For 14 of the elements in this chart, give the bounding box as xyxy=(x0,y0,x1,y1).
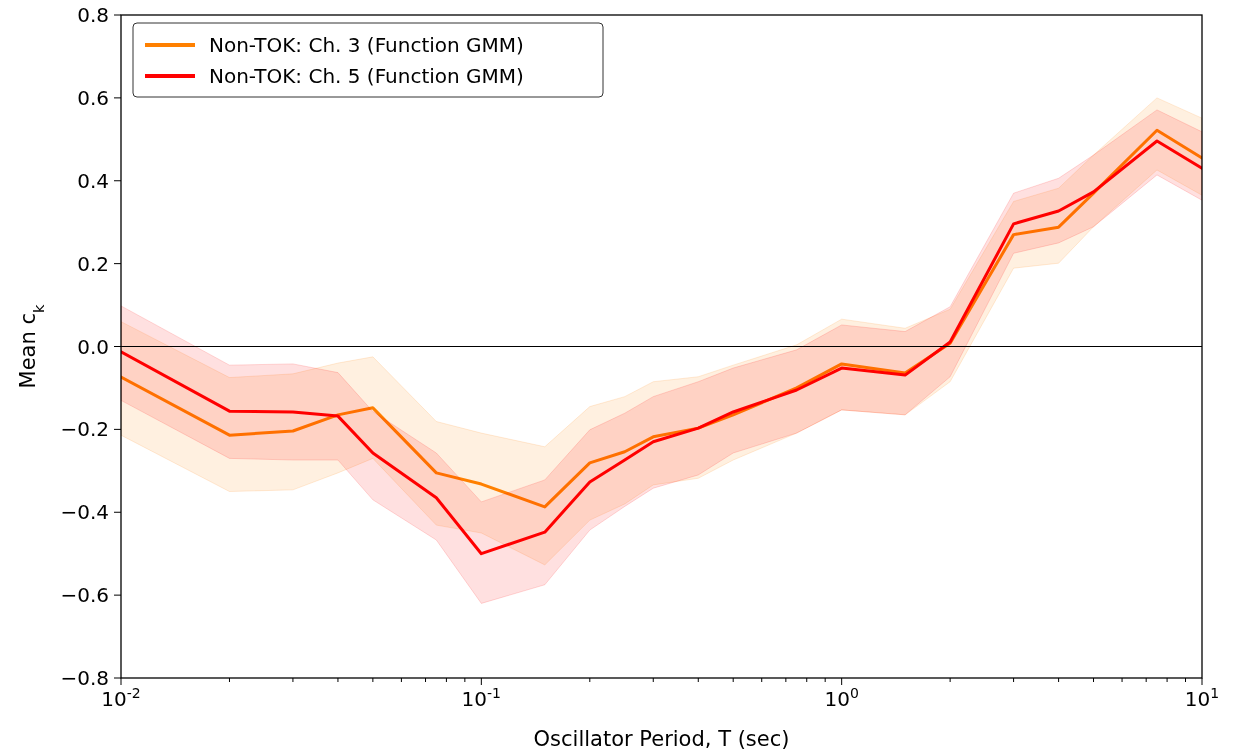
y-tick-label: 0.2 xyxy=(77,251,109,276)
y-tick-label: 0.0 xyxy=(77,334,109,359)
y-tick-label: 0.6 xyxy=(77,85,109,110)
y-tick-label: −0.4 xyxy=(60,500,109,525)
y-tick-label: 0.8 xyxy=(77,3,109,27)
x-tick-label: 10$^{0}$ xyxy=(824,685,859,711)
legend-label: Non-TOK: Ch. 5 (Function GMM) xyxy=(209,64,524,88)
x-tick-label: 10$^{-1}$ xyxy=(461,685,502,711)
y-tick-label: 0.4 xyxy=(77,168,109,193)
y-tick-label: −0.6 xyxy=(60,583,109,608)
x-axis-title: Oscillator Period, T (sec) xyxy=(533,727,790,751)
legend-label: Non-TOK: Ch. 3 (Function GMM) xyxy=(209,33,524,57)
y-tick-label: −0.2 xyxy=(60,417,109,442)
x-tick-label: 10$^{1}$ xyxy=(1184,685,1220,711)
